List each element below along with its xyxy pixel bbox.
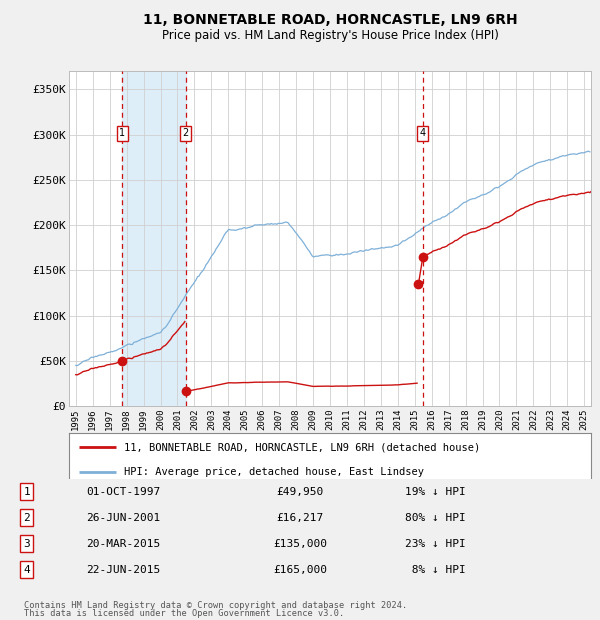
Text: Contains HM Land Registry data © Crown copyright and database right 2024.: Contains HM Land Registry data © Crown c…: [24, 601, 407, 610]
Text: Price paid vs. HM Land Registry's House Price Index (HPI): Price paid vs. HM Land Registry's House …: [161, 30, 499, 42]
Text: 4: 4: [420, 128, 426, 138]
Text: 1: 1: [23, 487, 30, 497]
Text: 01-OCT-1997: 01-OCT-1997: [86, 487, 161, 497]
Text: £165,000: £165,000: [273, 565, 327, 575]
Text: £49,950: £49,950: [277, 487, 323, 497]
Text: 22-JUN-2015: 22-JUN-2015: [86, 565, 161, 575]
Text: 19% ↓ HPI: 19% ↓ HPI: [405, 487, 466, 497]
Text: 8% ↓ HPI: 8% ↓ HPI: [405, 565, 466, 575]
Text: 2: 2: [182, 128, 189, 138]
Text: £135,000: £135,000: [273, 539, 327, 549]
Text: 1: 1: [119, 128, 125, 138]
Text: This data is licensed under the Open Government Licence v3.0.: This data is licensed under the Open Gov…: [24, 609, 344, 618]
Text: HPI: Average price, detached house, East Lindsey: HPI: Average price, detached house, East…: [124, 467, 424, 477]
Text: 4: 4: [23, 565, 30, 575]
Text: 11, BONNETABLE ROAD, HORNCASTLE, LN9 6RH: 11, BONNETABLE ROAD, HORNCASTLE, LN9 6RH: [143, 14, 517, 27]
Text: 80% ↓ HPI: 80% ↓ HPI: [405, 513, 466, 523]
Text: 11, BONNETABLE ROAD, HORNCASTLE, LN9 6RH (detached house): 11, BONNETABLE ROAD, HORNCASTLE, LN9 6RH…: [124, 442, 480, 453]
Text: £16,217: £16,217: [277, 513, 323, 523]
Text: 26-JUN-2001: 26-JUN-2001: [86, 513, 161, 523]
Text: 3: 3: [23, 539, 30, 549]
Text: 2: 2: [23, 513, 30, 523]
Text: 20-MAR-2015: 20-MAR-2015: [86, 539, 161, 549]
Bar: [122, 71, 186, 406]
Text: 23% ↓ HPI: 23% ↓ HPI: [405, 539, 466, 549]
